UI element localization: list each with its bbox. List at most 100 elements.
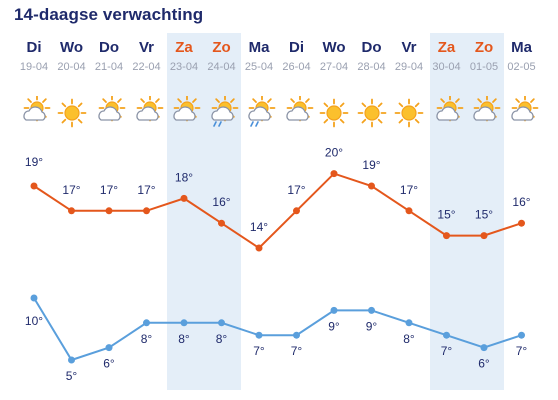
partly-cloudy-icon <box>23 96 51 122</box>
max-temp-label: 15° <box>437 208 455 222</box>
max-temp-point <box>293 207 300 215</box>
min-temp-label: 8° <box>216 332 228 346</box>
min-temp-point <box>218 319 225 327</box>
max-temp-point <box>180 194 188 202</box>
min-temp-point <box>180 319 188 327</box>
day-name: Zo <box>474 39 494 56</box>
partly-cloudy-icon <box>510 96 538 122</box>
min-temp-label: 7° <box>253 344 265 358</box>
day-column: Ma 02-05 <box>503 38 541 74</box>
day-date: 22-04 <box>132 61 161 73</box>
day-date: 23-04 <box>169 61 199 73</box>
min-temp-label: 9° <box>328 319 340 333</box>
day-column: Za 30-04 <box>428 38 466 74</box>
min-temp-point <box>330 306 338 314</box>
day-date: 02-05 <box>507 61 536 73</box>
max-temp-label: 20° <box>325 146 343 160</box>
day-column: Ma 25-04 <box>240 38 278 74</box>
day-name: Wo <box>322 39 346 56</box>
min-temp-point <box>143 319 150 327</box>
min-temp-point <box>30 294 38 302</box>
max-temp-point <box>443 232 450 240</box>
min-temp-point <box>368 306 375 314</box>
day-column: Vr 22-04 <box>128 38 166 74</box>
day-column: Do 21-04 <box>90 38 128 74</box>
min-temp-label: 8° <box>141 332 153 346</box>
day-column: Wo 20-04 <box>53 38 91 74</box>
min-temp-label: 6° <box>478 357 490 371</box>
day-column: Do 28-04 <box>353 38 391 74</box>
min-temp-point <box>105 344 113 352</box>
sun-icon <box>357 98 386 128</box>
day-column: Di 19-04 <box>15 38 53 74</box>
weekend-band <box>429 33 504 390</box>
day-name: Ma <box>248 39 270 56</box>
min-temp-line <box>33 297 522 362</box>
min-temp-point <box>443 331 450 339</box>
day-column: Za 23-04 <box>165 38 203 74</box>
max-temp-point <box>143 207 150 215</box>
day-column: Zo 24-04 <box>203 38 241 74</box>
day-column: Zo 01-05 <box>465 38 503 74</box>
day-date: 20-04 <box>57 61 86 73</box>
day-name: Vr <box>401 39 417 56</box>
max-temp-point <box>518 219 525 227</box>
sun-rain-icon <box>248 96 276 127</box>
max-temp-label: 16° <box>512 195 530 209</box>
max-temp-line <box>33 172 522 250</box>
max-temp-label: 17° <box>137 183 155 197</box>
day-date: 21-04 <box>94 61 124 73</box>
day-name: Di <box>289 39 304 56</box>
min-temp-label: 8° <box>403 332 415 346</box>
max-temp-point <box>255 244 263 252</box>
day-name: Di <box>26 39 42 56</box>
min-temp-point <box>480 344 488 352</box>
min-temp-point <box>405 319 413 327</box>
min-temp-label: 7° <box>291 344 303 358</box>
max-temp-point <box>405 207 413 215</box>
max-temp-label: 17° <box>62 183 80 197</box>
min-temp-point <box>255 331 263 339</box>
max-temp-point <box>105 207 113 215</box>
day-date: 24-04 <box>207 61 236 73</box>
partly-cloudy-icon <box>435 96 463 122</box>
sun-icon <box>57 98 86 128</box>
day-date: 25-04 <box>244 61 274 73</box>
max-temp-point <box>480 232 488 240</box>
partly-cloudy-icon <box>473 96 501 122</box>
max-temp-label: 15° <box>475 208 493 222</box>
day-date: 26-04 <box>282 61 311 73</box>
min-temp-label: 8° <box>178 332 190 346</box>
max-temp-point <box>30 182 38 190</box>
max-temp-label: 18° <box>175 170 193 184</box>
day-name: Vr <box>138 39 154 56</box>
day-name: Do <box>361 39 382 56</box>
day-name: Do <box>99 39 119 56</box>
min-temp-label: 9° <box>366 319 378 333</box>
sun-icon <box>319 98 349 128</box>
max-temp-label: 19° <box>362 158 380 172</box>
max-temp-label: 17° <box>100 183 118 197</box>
min-temp-point <box>293 331 300 339</box>
day-date: 01-05 <box>469 61 499 73</box>
max-temp-label: 17° <box>400 183 418 197</box>
min-temp-label: 7° <box>516 344 528 358</box>
min-temp-label: 5° <box>66 369 78 383</box>
partly-cloudy-icon <box>285 96 313 122</box>
min-temp-label: 10° <box>25 314 43 328</box>
min-temp-label: 7° <box>441 344 453 358</box>
max-temp-label: 14° <box>250 220 268 234</box>
min-temp-label: 6° <box>103 357 115 371</box>
day-name: Zo <box>212 39 231 56</box>
max-temp-point <box>330 170 338 178</box>
day-name: Ma <box>511 39 532 56</box>
day-column: Di 26-04 <box>278 38 316 74</box>
day-date: 27-04 <box>319 61 349 73</box>
max-temp-label: 19° <box>25 155 43 169</box>
day-date: 30-04 <box>432 61 461 73</box>
sun-rain-icon <box>210 96 238 127</box>
day-name: Za <box>175 39 193 56</box>
sun-icon <box>394 98 424 128</box>
day-date: 28-04 <box>357 61 386 73</box>
